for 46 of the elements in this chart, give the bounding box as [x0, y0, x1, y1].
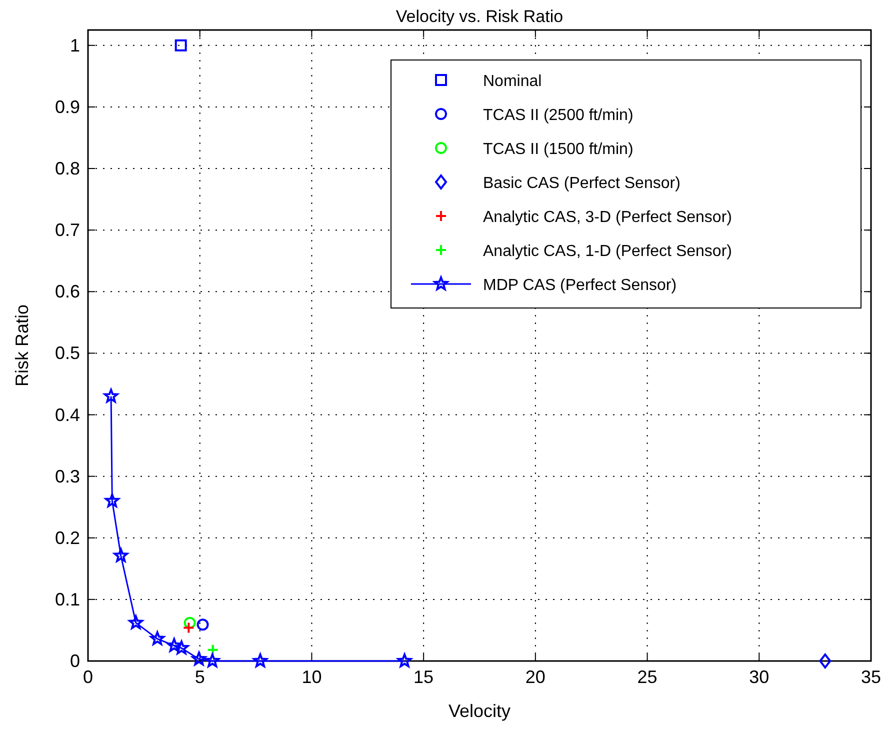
x-tick-label: 25 [637, 667, 658, 687]
legend-label: TCAS II (2500 ft/min) [483, 107, 634, 124]
legend-label: Nominal [483, 73, 542, 90]
chart-title: Velocity vs. Risk Ratio [396, 7, 564, 26]
y-tick-label: 0.7 [54, 220, 80, 240]
y-tick-label: 0.9 [54, 96, 80, 117]
point [166, 638, 182, 652]
point [192, 652, 206, 666]
point [182, 622, 195, 634]
y-tick-label: 0.1 [54, 589, 80, 610]
x-tick-label: 5 [194, 667, 205, 687]
y-tick-label: 0.6 [54, 282, 80, 302]
point [174, 640, 189, 654]
x-tick-label: 30 [749, 667, 770, 687]
legend-label: TCAS II (1500 ft/min) [483, 141, 634, 158]
y-tick-label: 0.3 [54, 466, 80, 486]
point [819, 654, 832, 668]
point [184, 616, 196, 629]
x-tick-label: 15 [414, 667, 434, 687]
point [397, 654, 412, 668]
y-tick-label: 1 [70, 35, 80, 56]
y-tick-label: 0.2 [54, 528, 80, 548]
x-tick-label: 0 [82, 667, 94, 687]
legend-label: Basic CAS (Perfect Sensor) [483, 175, 680, 192]
point [114, 548, 128, 562]
x-axis-title: Velocity [448, 701, 511, 721]
y-tick-label: 0.4 [54, 404, 80, 425]
y-tick-label: 0.5 [54, 343, 80, 364]
legend-label: Analytic CAS, 3-D (Perfect Sensor) [483, 209, 732, 226]
x-tick-label: 35 [860, 667, 882, 687]
legend-label: MDP CAS (Perfect Sensor) [483, 277, 677, 294]
legend-label: Analytic CAS, 1-D (Perfect Sensor) [483, 243, 732, 260]
point [196, 618, 209, 631]
point [150, 631, 165, 646]
point [206, 644, 219, 656]
x-tick-label: 10 [302, 667, 322, 687]
y-tick-label: 0 [70, 651, 80, 671]
point [174, 39, 187, 52]
point [104, 388, 118, 403]
y-axis-title: Risk Ratio [12, 304, 32, 387]
point [205, 654, 220, 668]
x-tick-label: 20 [525, 667, 546, 687]
point [253, 654, 268, 668]
y-tick-label: 0.8 [54, 158, 80, 179]
point [104, 493, 120, 508]
point [128, 615, 144, 630]
